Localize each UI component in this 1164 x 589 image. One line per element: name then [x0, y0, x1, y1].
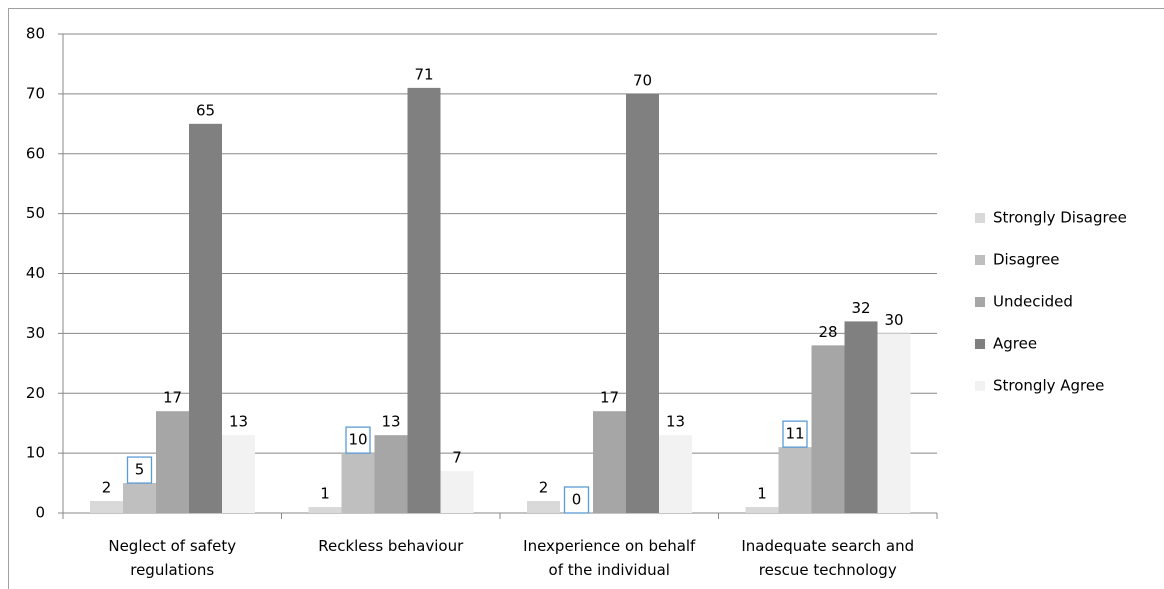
- data-label: 13: [666, 413, 685, 431]
- bar: [341, 453, 375, 513]
- data-label: 28: [818, 323, 837, 341]
- label-box: [563, 486, 590, 514]
- label-box: [126, 456, 153, 484]
- bar: [374, 435, 408, 513]
- bar: [440, 471, 474, 513]
- y-tick-label: 0: [35, 504, 45, 522]
- y-tick-label: 40: [26, 264, 45, 282]
- legend-swatch: [975, 339, 985, 349]
- data-label: 17: [163, 389, 182, 407]
- bar: [156, 411, 189, 513]
- data-label: 32: [851, 299, 870, 317]
- bar: [407, 87, 441, 513]
- label-box: [345, 426, 371, 454]
- legend-swatch: [975, 381, 985, 391]
- bar: [222, 435, 255, 513]
- data-label: 2: [102, 479, 112, 497]
- x-tick-label: Neglect of safety regulations: [108, 537, 236, 579]
- data-label: 30: [884, 311, 903, 329]
- bar: [626, 93, 659, 513]
- y-tick-label: 20: [26, 384, 45, 402]
- bar: [844, 321, 878, 513]
- bar: [745, 507, 779, 513]
- data-label: 13: [229, 413, 248, 431]
- data-label: 70: [633, 71, 652, 89]
- legend-swatch: [975, 255, 985, 265]
- y-tick-label: 80: [26, 25, 45, 43]
- label-box: [782, 420, 808, 448]
- y-tick-label: 50: [26, 204, 45, 222]
- bar: [811, 345, 845, 513]
- data-label: 1: [320, 485, 330, 503]
- data-label: 5: [135, 461, 145, 479]
- legend-label: Agree: [993, 335, 1037, 353]
- bar: [877, 333, 911, 513]
- data-label: 65: [196, 101, 215, 119]
- legend-swatch: [975, 297, 985, 307]
- bar: [189, 123, 222, 513]
- data-label: 0: [572, 491, 582, 509]
- y-tick-label: 10: [26, 444, 45, 462]
- x-tick-label: Inadequate search and rescue technology: [741, 537, 914, 579]
- y-tick-label: 30: [26, 324, 45, 342]
- x-tick-label: Inexperience on behalf of the individual: [523, 537, 696, 579]
- bar: [659, 435, 692, 513]
- y-tick-label: 60: [26, 144, 45, 162]
- legend-label: Strongly Agree: [993, 377, 1104, 395]
- data-label: 17: [600, 389, 619, 407]
- bar: [123, 483, 156, 513]
- data-label: 2: [539, 479, 549, 497]
- legend-swatch: [975, 213, 985, 223]
- data-label: 1: [757, 485, 767, 503]
- bar: [90, 501, 123, 513]
- chart-frame: [8, 8, 1164, 589]
- legend-label: Disagree: [993, 251, 1060, 269]
- data-label: 10: [348, 431, 367, 449]
- legend-label: Undecided: [993, 293, 1073, 311]
- bar: [778, 447, 812, 513]
- legend-label: Strongly Disagree: [993, 209, 1127, 227]
- data-label: 7: [452, 449, 462, 467]
- x-tick-label: Reckless behaviour: [318, 537, 464, 555]
- bar: [308, 507, 342, 513]
- data-label: 11: [785, 425, 804, 443]
- data-label: 13: [381, 413, 400, 431]
- y-tick-label: 70: [26, 84, 45, 102]
- bar: [527, 501, 560, 513]
- data-label: 71: [414, 65, 433, 83]
- bar: [593, 411, 626, 513]
